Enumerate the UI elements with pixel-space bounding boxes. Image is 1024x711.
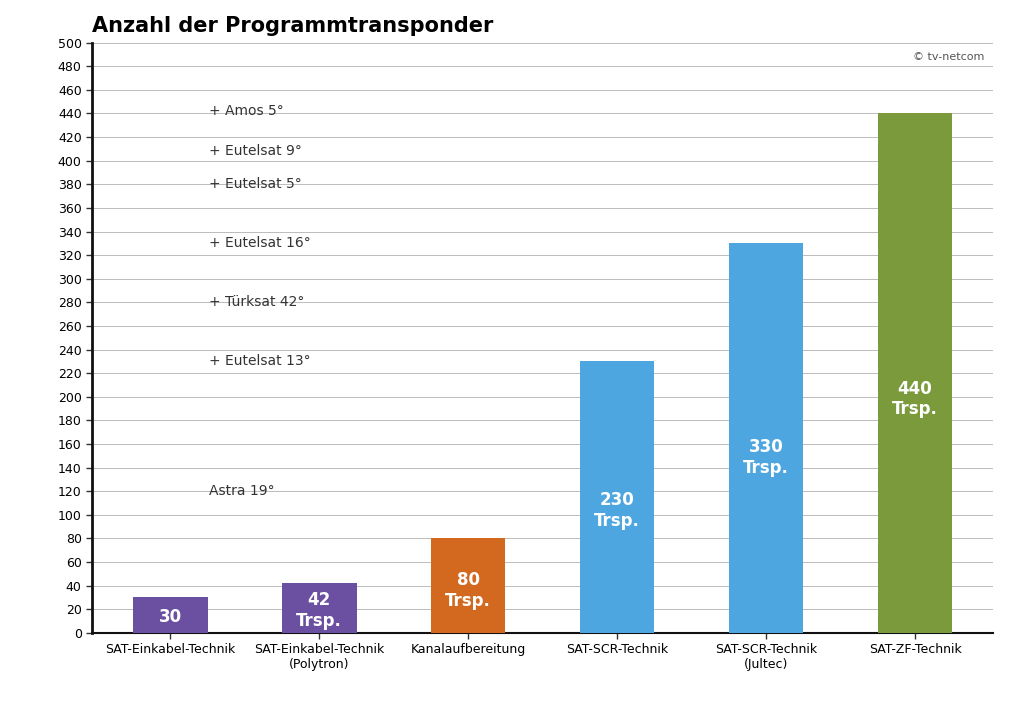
Text: 30: 30 — [159, 608, 182, 626]
Bar — [133, 597, 208, 633]
Text: + Eutelsat 16°: + Eutelsat 16° — [209, 236, 311, 250]
Text: 440
Trsp.: 440 Trsp. — [892, 380, 938, 419]
Text: © tv-netcom: © tv-netcom — [912, 51, 984, 62]
Text: + Amos 5°: + Amos 5° — [209, 104, 284, 118]
Bar — [729, 243, 804, 633]
Text: + Türksat 42°: + Türksat 42° — [209, 295, 305, 309]
Text: + Eutelsat 5°: + Eutelsat 5° — [209, 177, 302, 191]
Text: + Eutelsat 9°: + Eutelsat 9° — [209, 144, 302, 159]
Text: Anzahl der Programmtransponder: Anzahl der Programmtransponder — [92, 16, 494, 36]
Bar — [878, 114, 952, 633]
Text: + Eutelsat 13°: + Eutelsat 13° — [209, 354, 311, 368]
Bar — [282, 583, 356, 633]
Text: 80
Trsp.: 80 Trsp. — [445, 571, 492, 610]
Text: Astra 19°: Astra 19° — [209, 484, 274, 498]
Bar — [431, 538, 506, 633]
Text: 230
Trsp.: 230 Trsp. — [594, 491, 640, 530]
Bar — [580, 361, 654, 633]
Text: 42
Trsp.: 42 Trsp. — [296, 591, 342, 630]
Text: 330
Trsp.: 330 Trsp. — [743, 438, 790, 477]
